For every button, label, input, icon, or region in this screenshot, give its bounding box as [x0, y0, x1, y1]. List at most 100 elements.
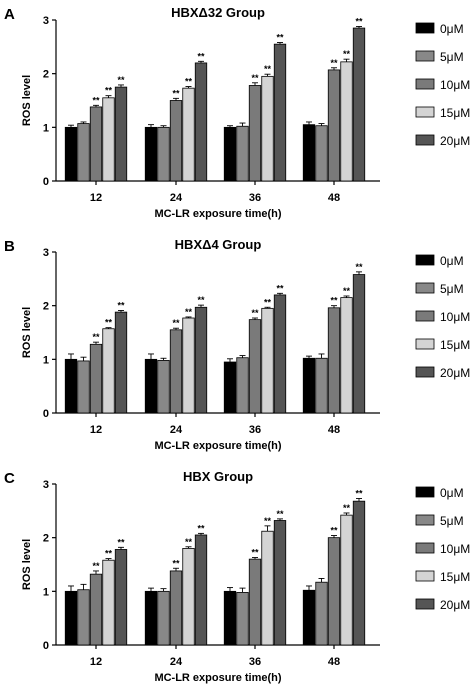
x-tick-label: 24: [170, 656, 183, 668]
bar: [90, 344, 102, 413]
significance-label: **: [197, 295, 205, 305]
bar: [78, 361, 90, 413]
bar: [103, 98, 115, 181]
legend-label: 10μM: [440, 310, 470, 324]
legend-label: 0μM: [440, 486, 464, 500]
bar: [78, 590, 90, 645]
legend-label: 0μM: [440, 22, 464, 36]
legend-label: 15μM: [440, 338, 470, 352]
bar: [145, 359, 157, 413]
bar: [328, 538, 340, 645]
bar: [262, 76, 274, 181]
bar: [303, 125, 315, 181]
bar: [262, 308, 274, 413]
significance-label: **: [264, 516, 272, 526]
bar: [274, 520, 286, 645]
legend-swatch: [416, 23, 434, 33]
significance-label: **: [185, 77, 193, 87]
significance-label: **: [343, 286, 351, 296]
bar: [237, 358, 249, 413]
bar: [195, 63, 207, 181]
bar: [78, 124, 90, 181]
bar: [237, 592, 249, 645]
x-tick-label: 48: [328, 424, 340, 436]
x-tick-label: 24: [170, 192, 183, 204]
y-tick-label: 1: [43, 586, 49, 598]
x-tick-label: 48: [328, 656, 340, 668]
bar: [249, 320, 261, 413]
y-tick-label: 0: [43, 176, 49, 188]
significance-label: **: [343, 49, 351, 59]
bar: [274, 295, 286, 413]
bar: [341, 298, 353, 413]
x-tick-label: 12: [90, 192, 102, 204]
significance-label: **: [105, 549, 113, 559]
legend-swatch: [416, 487, 434, 497]
significance-label: **: [117, 75, 125, 85]
legend-swatch: [416, 339, 434, 349]
significance-label: **: [117, 537, 125, 547]
x-axis-label: MC-LR exposure time(h): [154, 208, 281, 220]
legend-swatch: [416, 311, 434, 321]
bar: [158, 591, 170, 645]
legend-label: 15μM: [440, 570, 470, 584]
legend-swatch: [416, 543, 434, 553]
bar: [274, 44, 286, 181]
significance-label: **: [185, 307, 193, 317]
significance-label: **: [117, 300, 125, 310]
bar: [353, 28, 365, 181]
x-tick-label: 48: [328, 192, 340, 204]
x-tick-label: 36: [249, 656, 261, 668]
y-tick-label: 2: [43, 533, 49, 545]
significance-label: **: [172, 88, 180, 98]
bar: [170, 101, 182, 182]
bar: [341, 62, 353, 181]
significance-label: **: [172, 558, 180, 568]
legend-label: 0μM: [440, 254, 464, 268]
significance-label: **: [92, 95, 100, 105]
legend-label: 15μM: [440, 106, 470, 120]
bar: [316, 358, 328, 413]
significance-label: **: [92, 332, 100, 342]
legend-label: 5μM: [440, 50, 464, 64]
legend-swatch: [416, 79, 434, 89]
chart-title: HBX Group: [183, 469, 253, 484]
panel-letter: C: [4, 470, 15, 487]
bar: [90, 574, 102, 645]
significance-label: **: [105, 318, 113, 328]
significance-label: **: [197, 51, 205, 61]
y-tick-label: 3: [43, 479, 49, 491]
bar: [303, 358, 315, 413]
bar: [65, 127, 77, 181]
x-axis-label: MC-LR exposure time(h): [154, 672, 281, 684]
significance-label: **: [330, 58, 338, 68]
bar: [303, 590, 315, 645]
y-tick-label: 0: [43, 640, 49, 652]
x-tick-label: 36: [249, 424, 261, 436]
bar: [249, 559, 261, 645]
bar: [183, 318, 195, 413]
bar: [170, 330, 182, 413]
panel-letter: A: [4, 6, 15, 23]
x-tick-label: 12: [90, 424, 102, 436]
significance-label: **: [276, 33, 284, 43]
bar: [353, 501, 365, 645]
y-tick-label: 0: [43, 408, 49, 420]
legend-swatch: [416, 255, 434, 265]
significance-label: **: [92, 561, 100, 571]
significance-label: **: [330, 296, 338, 306]
significance-label: **: [172, 318, 180, 328]
significance-label: **: [197, 523, 205, 533]
legend-label: 20μM: [440, 134, 470, 148]
bar: [103, 560, 115, 645]
bar: [328, 70, 340, 181]
significance-label: **: [355, 262, 363, 272]
significance-label: **: [355, 16, 363, 26]
significance-label: **: [185, 537, 193, 547]
bar: [115, 312, 127, 413]
significance-label: **: [330, 526, 338, 536]
y-tick-label: 3: [43, 247, 49, 259]
x-tick-label: 36: [249, 192, 261, 204]
